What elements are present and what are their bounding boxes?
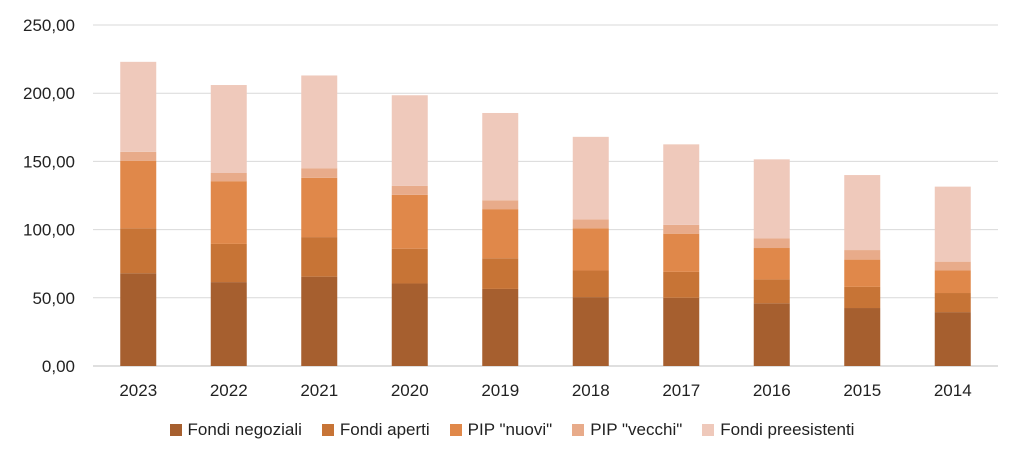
legend-item: Fondi aperti [321, 420, 430, 440]
legend-swatch [702, 424, 715, 436]
bar-segment [301, 177, 338, 238]
bar-segment [572, 297, 609, 366]
bar-segment [753, 279, 790, 304]
bar-segment [301, 276, 338, 366]
bar-segment [391, 248, 428, 284]
chart-legend: Fondi negoziali Fondi aperti PIP "nuovi" PI… [0, 420, 1024, 440]
bar-segment [934, 270, 971, 294]
bar-segment [753, 303, 790, 366]
x-tick-label: 2016 [753, 381, 791, 400]
legend-label: PIP "vecchi" [590, 420, 683, 439]
bar-segment [301, 75, 338, 169]
legend-label: Fondi aperti [339, 420, 430, 439]
bar-segment [663, 297, 700, 366]
bar-segment [391, 194, 428, 249]
legend-item: PIP "nuovi" [449, 420, 553, 440]
bar-segment [120, 151, 157, 161]
bar-segment [210, 181, 247, 244]
bars-layer [120, 61, 971, 366]
bar-segment [482, 209, 519, 259]
bar-segment [120, 61, 157, 152]
y-tick-label: 0,00 [42, 357, 75, 376]
bar-segment [391, 95, 428, 186]
bar-segment [482, 288, 519, 366]
y-tick-label: 250,00 [23, 16, 75, 35]
legend-swatch [169, 424, 182, 436]
bar-segment [844, 259, 881, 287]
bar-segment [572, 270, 609, 298]
bar-segment [120, 160, 157, 229]
bar-segment [120, 273, 157, 366]
legend-item: Fondi negoziali [169, 420, 302, 440]
bar-segment [210, 172, 247, 182]
y-tick-label: 50,00 [32, 289, 75, 308]
bar-segment [391, 283, 428, 366]
bar-segment [482, 112, 519, 201]
bar-segment [753, 238, 790, 249]
bar-segment [844, 308, 881, 366]
bar-segment [482, 200, 519, 210]
bar-segment [753, 248, 790, 280]
legend-swatch [572, 424, 585, 436]
bar-segment [934, 293, 971, 313]
bar-segment [844, 250, 881, 260]
bar-segment [572, 136, 609, 220]
bar-segment [210, 282, 247, 366]
bar-segment [210, 243, 247, 283]
bar-segment [572, 228, 609, 271]
legend-swatch [449, 424, 462, 436]
bar-segment [301, 168, 338, 178]
bar-segment [210, 85, 247, 173]
bar-segment [663, 224, 700, 234]
x-tick-label: 2015 [843, 381, 881, 400]
legend-item: PIP "vecchi" [572, 420, 682, 440]
bar-segment [663, 271, 700, 298]
legend-label: Fondi preesistenti [720, 420, 855, 439]
legend-swatch [321, 424, 334, 436]
x-tick-label: 2022 [210, 381, 248, 400]
bar-segment [844, 286, 881, 309]
y-tick-label: 200,00 [23, 84, 75, 103]
bar-segment [391, 185, 428, 195]
x-tick-label: 2023 [119, 381, 157, 400]
bar-segment [663, 144, 700, 225]
x-tick-label: 2019 [481, 381, 519, 400]
x-tick-label: 2020 [391, 381, 429, 400]
legend-label: PIP "nuovi" [467, 420, 553, 439]
legend-label: Fondi negoziali [187, 420, 302, 439]
x-tick-label: 2017 [662, 381, 700, 400]
x-axis: 2023 2022 2021 2020 2019 2018 2017 2016 2015 2014 [119, 381, 971, 400]
x-tick-label: 2021 [300, 381, 338, 400]
x-tick-label: 2018 [572, 381, 610, 400]
x-tick-label: 2014 [934, 381, 972, 400]
bar-segment [844, 175, 881, 251]
bar-segment [934, 261, 971, 271]
y-axis: 250,00 200,00 150,00 100,00 50,00 0,00 [23, 16, 75, 376]
legend-item: Fondi preesistenti [702, 420, 854, 440]
bar-segment [934, 186, 971, 262]
bar-segment [482, 258, 519, 289]
bar-segment [301, 237, 338, 277]
bar-segment [663, 233, 700, 272]
y-tick-label: 150,00 [23, 152, 75, 171]
bar-segment [572, 219, 609, 229]
y-tick-label: 100,00 [23, 221, 75, 240]
bar-segment [934, 312, 971, 366]
bar-segment [753, 159, 790, 239]
bar-segment [120, 228, 157, 274]
